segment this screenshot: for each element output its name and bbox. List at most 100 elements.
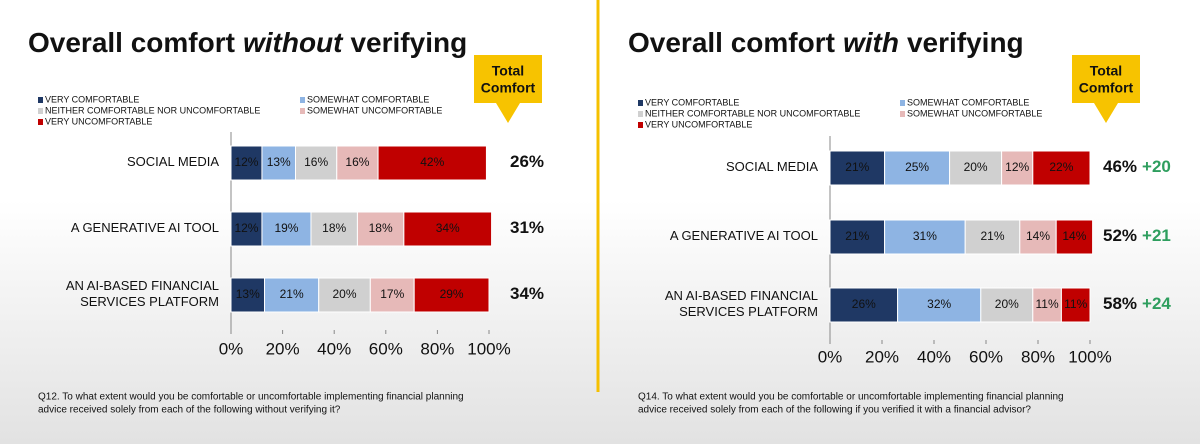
x-tick-label: 60% bbox=[969, 347, 1003, 366]
total-header: Total Comfort bbox=[1079, 62, 1134, 95]
bar-segment bbox=[1032, 287, 1062, 323]
x-tick-label: 100% bbox=[1068, 347, 1111, 366]
value-label: 13% bbox=[236, 287, 260, 301]
bar-segment bbox=[829, 150, 886, 186]
bar-segment bbox=[295, 145, 338, 181]
footnote: advice received solely from each of the … bbox=[638, 405, 1031, 416]
legend-swatch bbox=[38, 108, 43, 114]
total: 26% bbox=[510, 152, 544, 171]
category-label-line: SOCIAL MEDIA bbox=[726, 159, 818, 174]
title-part: without bbox=[243, 27, 344, 58]
value-label: 18% bbox=[369, 221, 393, 235]
bar-segment bbox=[829, 219, 886, 255]
x-tick-label: 80% bbox=[420, 339, 454, 358]
legend-label: VERY UNCOMFORTABLE bbox=[645, 119, 752, 129]
total-header: Total Comfort bbox=[481, 62, 536, 95]
value-label: 14% bbox=[1026, 229, 1050, 243]
value-label: 21% bbox=[980, 229, 1004, 243]
total: 58% bbox=[1103, 294, 1137, 313]
legend-swatch bbox=[900, 100, 905, 106]
total-value: 58% +24 bbox=[1103, 294, 1171, 313]
total-value: 52% +21 bbox=[1103, 226, 1171, 245]
legend-label: NEITHER COMFORTABLE NOR UNCOMFORTABLE bbox=[645, 108, 860, 118]
total: 52% bbox=[1103, 226, 1137, 245]
legend-swatch bbox=[38, 119, 43, 125]
bar-segment bbox=[336, 145, 379, 181]
bar-segment bbox=[413, 277, 490, 313]
bar-segment bbox=[964, 219, 1021, 255]
total-value: 34% bbox=[510, 284, 544, 303]
total: 46% bbox=[1103, 157, 1137, 176]
legend-swatch bbox=[38, 97, 43, 103]
bar-segment bbox=[403, 211, 493, 247]
value-label: 21% bbox=[845, 229, 869, 243]
value-label: 14% bbox=[1062, 229, 1086, 243]
total-header-line: Comfort bbox=[1079, 79, 1134, 95]
bar-segment bbox=[1001, 150, 1034, 186]
x-tick-label: 0% bbox=[818, 347, 843, 366]
change: +20 bbox=[1142, 157, 1171, 176]
value-label: 31% bbox=[913, 229, 937, 243]
legend-label: SOMEWHAT COMFORTABLE bbox=[907, 97, 1029, 107]
value-label: 16% bbox=[345, 155, 369, 169]
value-label: 29% bbox=[440, 287, 464, 301]
legend-label: SOMEWHAT UNCOMFORTABLE bbox=[307, 105, 442, 115]
total-header-line: Total bbox=[492, 62, 524, 78]
legend-swatch bbox=[900, 111, 905, 117]
category-label-line: SERVICES PLATFORM bbox=[80, 294, 219, 309]
legend-label: SOMEWHAT COMFORTABLE bbox=[307, 94, 429, 104]
legend-swatch bbox=[300, 97, 305, 103]
value-label: 19% bbox=[274, 221, 298, 235]
bar-segment bbox=[230, 145, 263, 181]
legend-label: SOMEWHAT UNCOMFORTABLE bbox=[907, 108, 1042, 118]
bar-segment bbox=[897, 287, 982, 323]
value-label: 12% bbox=[234, 155, 258, 169]
bar-segment bbox=[264, 277, 320, 313]
value-label: 21% bbox=[845, 160, 869, 174]
x-tick-label: 60% bbox=[369, 339, 403, 358]
value-label: 20% bbox=[964, 160, 988, 174]
bar-segment bbox=[949, 150, 1003, 186]
total-value: 46% +20 bbox=[1103, 157, 1171, 176]
chart-title: Overall comfort without verifying bbox=[28, 27, 467, 58]
bar-segment bbox=[310, 211, 358, 247]
bar-segment bbox=[1032, 150, 1091, 186]
x-tick-label: 0% bbox=[219, 339, 244, 358]
total: 31% bbox=[510, 218, 544, 237]
bar-segment bbox=[230, 277, 266, 313]
category-label: SOCIAL MEDIA bbox=[127, 154, 219, 169]
change: +24 bbox=[1142, 294, 1171, 313]
value-label: 12% bbox=[1005, 160, 1029, 174]
value-label: 22% bbox=[1049, 160, 1073, 174]
legend-swatch bbox=[638, 111, 643, 117]
legend-swatch bbox=[300, 108, 305, 114]
category-label: A GENERATIVE AI TOOL bbox=[670, 228, 818, 243]
bar-segment bbox=[230, 211, 263, 247]
x-tick-label: 20% bbox=[266, 339, 300, 358]
bar-segment bbox=[1055, 219, 1094, 255]
category-label-line: AN AI-BASED FINANCIAL bbox=[66, 278, 219, 293]
category-label-line: SERVICES PLATFORM bbox=[679, 304, 818, 319]
category-label: A GENERATIVE AI TOOL bbox=[71, 220, 219, 235]
change: +21 bbox=[1142, 226, 1171, 245]
value-label: 21% bbox=[280, 287, 304, 301]
category-label: SOCIAL MEDIA bbox=[726, 159, 818, 174]
legend-label: NEITHER COMFORTABLE NOR UNCOMFORTABLE bbox=[45, 105, 260, 115]
bar-segment bbox=[1019, 219, 1057, 255]
x-tick-label: 40% bbox=[317, 339, 351, 358]
value-label: 20% bbox=[995, 297, 1019, 311]
value-label: 42% bbox=[420, 155, 444, 169]
value-label: 32% bbox=[927, 297, 951, 311]
category-label: AN AI-BASED FINANCIAL SERVICES PLATFORM bbox=[66, 278, 219, 309]
legend-label: VERY COMFORTABLE bbox=[45, 94, 139, 104]
total-header-line: Total bbox=[1090, 62, 1122, 78]
value-label: 13% bbox=[267, 155, 291, 169]
x-tick-label: 40% bbox=[917, 347, 951, 366]
bar-segment bbox=[369, 277, 415, 313]
x-tick-label: 80% bbox=[1021, 347, 1055, 366]
footnote: advice received solely from each of the … bbox=[38, 405, 341, 416]
category-label: AN AI-BASED FINANCIAL SERVICES PLATFORM bbox=[665, 288, 818, 319]
x-tick-label: 100% bbox=[467, 339, 510, 358]
total: 34% bbox=[510, 284, 544, 303]
